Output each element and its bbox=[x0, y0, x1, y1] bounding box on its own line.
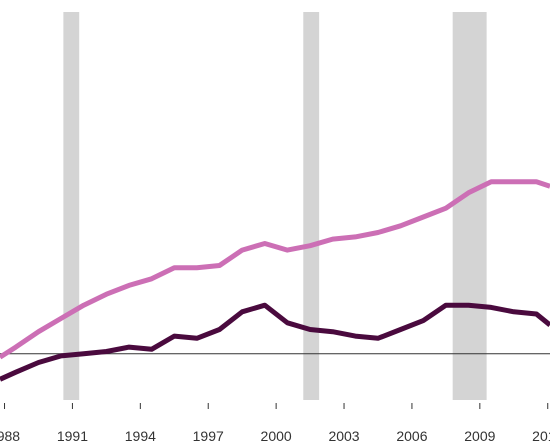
x-tick-label-2006: 2006 bbox=[396, 428, 427, 444]
series-lines bbox=[0, 179, 550, 382]
x-tick-label-1988: 1988 bbox=[0, 428, 20, 444]
x-tick-label-2009: 2009 bbox=[464, 428, 495, 444]
series-line-2 bbox=[0, 302, 550, 382]
shaded-period-2 bbox=[303, 12, 320, 400]
shaded-periods bbox=[63, 12, 487, 400]
x-tick-label-2012: 2012 bbox=[532, 428, 550, 444]
shaded-period-3 bbox=[452, 12, 487, 400]
x-axis-tick-labels: 1988 1991 1994 1997 2000 2003 2006 2009 2012 bbox=[0, 428, 550, 444]
x-tick-label-2003: 2003 bbox=[328, 428, 359, 444]
x-tick-label-1991: 1991 bbox=[57, 428, 88, 444]
x-tick-label-2000: 2000 bbox=[261, 428, 292, 444]
x-tick-label-1997: 1997 bbox=[193, 428, 224, 444]
shaded-period-1 bbox=[63, 12, 80, 400]
x-tick-label-1994: 1994 bbox=[125, 428, 156, 444]
x-axis-ticks bbox=[4, 403, 549, 409]
series-line-1 bbox=[0, 179, 550, 360]
